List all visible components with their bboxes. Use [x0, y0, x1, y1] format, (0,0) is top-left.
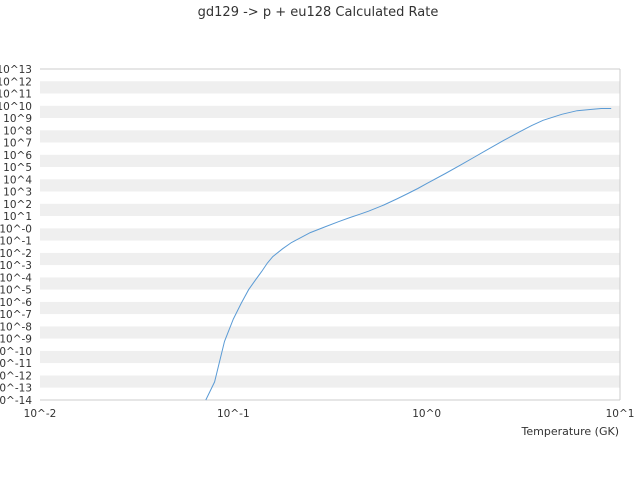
grid-band — [40, 326, 620, 339]
grid-band — [40, 387, 620, 400]
y-tick-label: 10^-11 — [0, 358, 32, 370]
grid-band — [40, 375, 620, 388]
y-tick-label: 10^3 — [3, 187, 32, 199]
grid-band — [40, 130, 620, 143]
y-tick-label: 10^-3 — [0, 260, 32, 272]
y-tick-label: 10^11 — [0, 89, 32, 101]
chart-title: gd129 -> p + eu128 Calculated Rate — [198, 5, 439, 20]
y-tick-label: 10^-14 — [0, 395, 32, 407]
y-tick-label: 10^4 — [3, 174, 32, 186]
grid-band — [40, 252, 620, 266]
x-axis-ticks: 10^-2 10^-1 10^0 10^1 — [24, 408, 635, 420]
y-tick-label: 10^-0 — [0, 223, 32, 235]
y-tick-label: 10^-8 — [0, 321, 32, 333]
grid-band — [40, 154, 620, 168]
grid-band — [40, 203, 620, 217]
grid-band — [40, 216, 620, 229]
y-tick-label: 10^-9 — [0, 334, 32, 346]
grid-band — [40, 105, 620, 119]
y-tick-label: 10^1 — [3, 211, 32, 223]
series-lines — [205, 108, 612, 401]
y-tick-label: 10^-5 — [0, 285, 32, 297]
y-tick-label: 10^-4 — [0, 272, 32, 284]
y-tick-label: 10^-1 — [0, 236, 32, 248]
grid-band — [40, 240, 620, 253]
y-tick-label: 10^2 — [3, 199, 32, 211]
grid-band — [40, 301, 620, 315]
x-axis-label: Temperature (GK) — [521, 425, 620, 438]
grid-band — [40, 350, 620, 364]
grid-band — [40, 118, 620, 131]
y-axis-ticks: 10^1310^1210^1110^1010^910^810^710^610^5… — [0, 64, 32, 407]
grid-band — [40, 191, 620, 204]
series-line — [205, 108, 612, 401]
y-tick-label: 10^5 — [3, 162, 32, 174]
y-tick-label: 10^12 — [0, 76, 32, 88]
grid-band — [40, 167, 620, 180]
y-tick-label: 10^9 — [3, 113, 32, 125]
grid-band — [40, 363, 620, 376]
axes — [40, 68, 621, 401]
grid-band — [40, 69, 620, 82]
grid-band — [40, 93, 620, 106]
grid-band — [40, 228, 620, 241]
grid-band — [40, 265, 620, 278]
x-tick-label: 10^-2 — [24, 408, 57, 420]
grid-bands — [40, 69, 620, 400]
y-tick-label: 10^7 — [3, 138, 32, 150]
x-tick-label: 10^1 — [606, 408, 635, 420]
y-tick-label: 10^6 — [3, 150, 32, 162]
y-tick-label: 10^-12 — [0, 370, 32, 382]
x-tick-label: 10^0 — [412, 408, 441, 420]
grid-band — [40, 277, 620, 290]
y-tick-label: 10^10 — [0, 101, 32, 113]
x-tick-label: 10^-1 — [217, 408, 250, 420]
y-tick-label: 10^8 — [3, 125, 32, 137]
grid-band — [40, 338, 620, 351]
grid-band — [40, 314, 620, 327]
y-tick-label: 10^-2 — [0, 248, 32, 260]
y-tick-label: 10^-7 — [0, 309, 32, 321]
grid-band — [40, 142, 620, 155]
y-tick-label: 10^-6 — [0, 297, 32, 309]
grid-band — [40, 289, 620, 302]
y-tick-label: 10^13 — [0, 64, 32, 76]
grid-band — [40, 179, 620, 192]
y-tick-label: 10^-10 — [0, 346, 32, 358]
grid-band — [40, 81, 620, 94]
y-tick-label: 10^-13 — [0, 383, 32, 395]
